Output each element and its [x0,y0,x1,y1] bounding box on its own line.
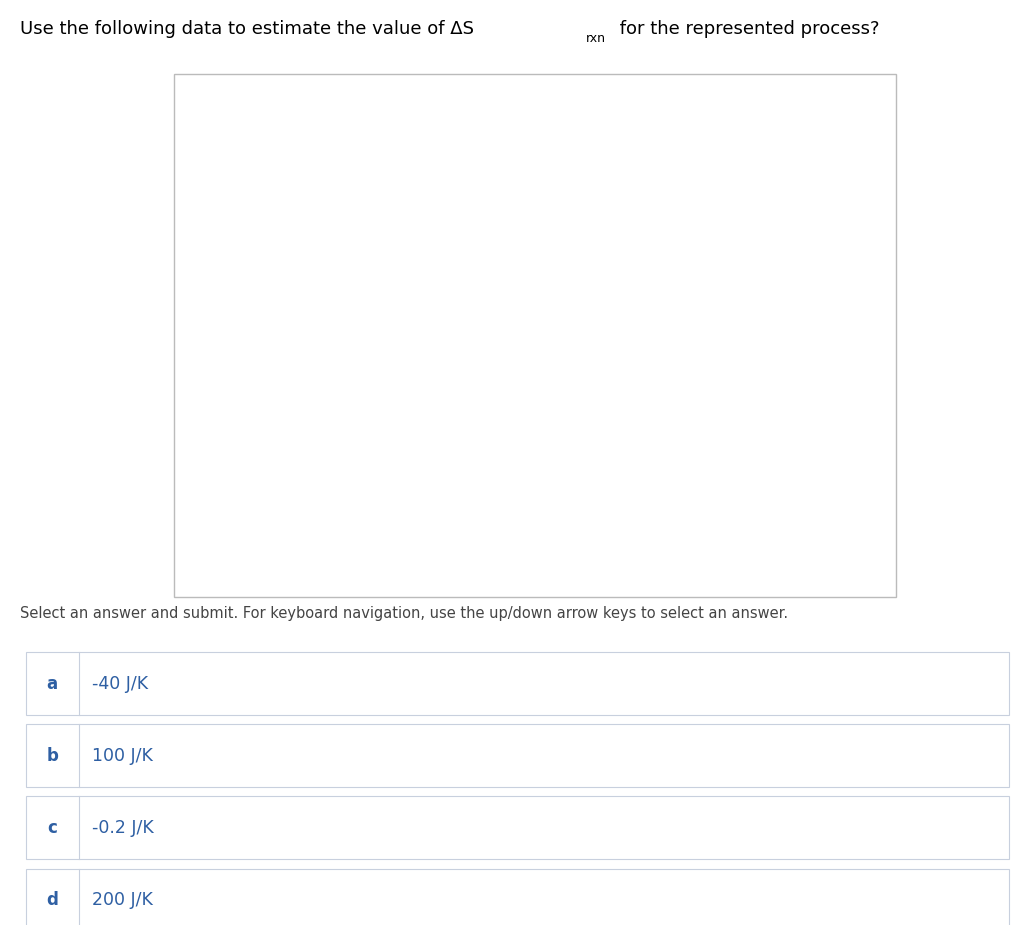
Text: Use the following data to estimate the value of ΔS: Use the following data to estimate the v… [20,20,474,38]
Text: 100 J/K: 100 J/K [92,746,153,765]
Text: -0.2 J/K: -0.2 J/K [92,819,154,837]
Text: d: d [46,891,58,909]
Title: Temperature (K): Temperature (K) [497,81,676,101]
Text: b: b [46,746,58,765]
Text: c: c [47,819,57,837]
Text: -40 J/K: -40 J/K [92,674,148,693]
Point [725,492,741,507]
Point [505,312,521,327]
Y-axis label: ΔG (kJ): ΔG (kJ) [224,318,243,380]
Text: Select an answer and submit. For keyboard navigation, use the up/down arrow keys: Select an answer and submit. For keyboar… [20,606,788,621]
Text: for the represented process?: for the represented process? [614,20,880,38]
Text: a: a [47,674,57,693]
Point [651,432,668,447]
Point [431,252,447,266]
Point [578,372,594,387]
Text: 200 J/K: 200 J/K [92,891,153,909]
Text: rxn: rxn [586,32,606,45]
